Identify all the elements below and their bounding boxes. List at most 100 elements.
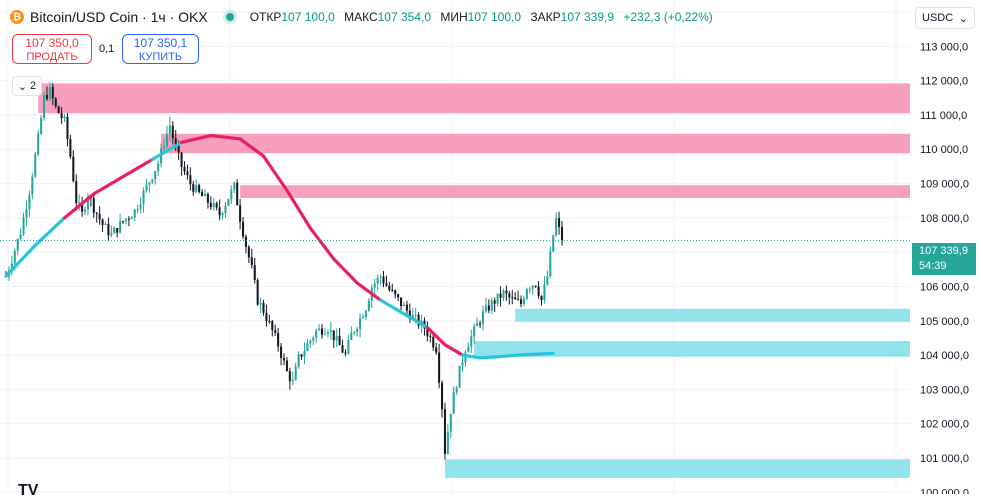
candle-body [227, 199, 230, 206]
candle-body [496, 293, 499, 304]
candle-body [72, 156, 75, 182]
candle-body [446, 431, 449, 454]
candle-body [236, 182, 239, 206]
chevron-down-icon: ⌄ [958, 12, 968, 25]
candle-body [534, 285, 537, 287]
currency-value: USDC [922, 12, 954, 24]
candle-body [359, 318, 362, 329]
candle-body [443, 409, 446, 454]
candle-body [107, 223, 110, 236]
ma-segment [285, 188, 312, 230]
candle-body [189, 175, 192, 185]
buy-label: КУПИТЬ [138, 51, 183, 63]
candle-body [502, 290, 505, 298]
ma-segment [92, 175, 125, 196]
sell-button[interactable]: 107 350,0 ПРОДАТЬ [12, 34, 92, 64]
sell-price: 107 350,0 [25, 36, 79, 50]
candle-body [344, 352, 347, 354]
candle-body [282, 357, 286, 361]
ma-segment [33, 216, 67, 247]
candle-body [405, 304, 408, 311]
candle-body [40, 117, 43, 134]
candle-body [555, 218, 558, 236]
candle-body [323, 333, 326, 335]
candle-body [461, 362, 464, 366]
buy-price: 107 350,1 [133, 36, 188, 50]
candle-body [288, 371, 291, 382]
candle-body [60, 113, 63, 119]
ma-segment [355, 281, 383, 302]
chevron-down-icon: ⌄ [17, 80, 28, 93]
candle-body [98, 213, 101, 220]
candle-body [464, 352, 467, 363]
ma-segment [150, 140, 184, 162]
price-tick-label: 102 000,0 [920, 419, 969, 431]
price-tick-label: 106 000,0 [920, 281, 969, 293]
candle-body [253, 265, 256, 280]
candle-body [83, 209, 87, 212]
candle-body [25, 208, 28, 218]
candle-body [484, 305, 487, 312]
candle-body [110, 233, 113, 236]
ma-segment [179, 133, 213, 144]
candle-body [171, 125, 174, 139]
candle-body [180, 152, 183, 168]
ma-segment [121, 157, 154, 179]
candle-body [218, 207, 221, 216]
candle-body [297, 354, 300, 367]
moving-average-line [4, 133, 555, 360]
open-value: 107 100,0 [281, 10, 335, 24]
candle-body [145, 184, 148, 191]
candle-body [124, 218, 128, 222]
ma-segment [460, 353, 482, 360]
candle-body [294, 366, 297, 380]
candle-body [57, 106, 60, 114]
candle-body [113, 228, 116, 234]
candle-body [361, 317, 365, 319]
candle-body [414, 314, 417, 316]
candle-body [528, 288, 531, 290]
ma-segment [425, 326, 447, 347]
symbol-title[interactable]: Bitcoin/USD Coin · 1ч · OKX [30, 9, 208, 25]
candle-body [157, 163, 160, 172]
price-tick-label: 101 000,0 [920, 453, 969, 465]
candle-body [148, 182, 151, 185]
candle-body [119, 221, 122, 233]
price-zone [161, 133, 911, 154]
candle-body [75, 181, 78, 204]
candle-body [408, 310, 411, 320]
candle-body [382, 276, 385, 284]
candle-body [558, 218, 561, 227]
candle-body [312, 337, 315, 341]
ma-segment [478, 355, 500, 360]
price-tick-label: 111 000,0 [920, 110, 967, 122]
candle-body [19, 234, 22, 240]
price-zones [38, 83, 911, 478]
candle-body [391, 289, 394, 291]
candle-body [268, 320, 271, 322]
candlestick-series [4, 82, 564, 460]
candle-body [151, 179, 154, 183]
candle-body [195, 185, 198, 192]
currency-select[interactable]: USDC ⌄ [915, 7, 975, 29]
ma-segment [238, 137, 266, 158]
candle-body [10, 263, 13, 271]
candle-body [183, 167, 186, 172]
candle-body [28, 194, 31, 209]
candle-body [285, 360, 288, 372]
candle-body [552, 235, 555, 252]
candle-body [274, 330, 277, 333]
candle-body [224, 205, 227, 214]
close-value: 107 339,9 [560, 10, 615, 24]
buy-button[interactable]: 107 350,1 КУПИТЬ [122, 34, 199, 64]
price-tick-label: 109 000,0 [920, 179, 969, 191]
candle-body [136, 209, 139, 211]
candle-body [122, 221, 125, 223]
ma-segment [308, 226, 336, 261]
candle-body [239, 205, 242, 222]
candle-body [142, 190, 145, 205]
tradingview-logo[interactable]: TV [18, 482, 39, 499]
last-price-value: 107 339,9 [919, 245, 968, 257]
indicators-toggle[interactable]: ⌄ 2 [12, 76, 42, 96]
